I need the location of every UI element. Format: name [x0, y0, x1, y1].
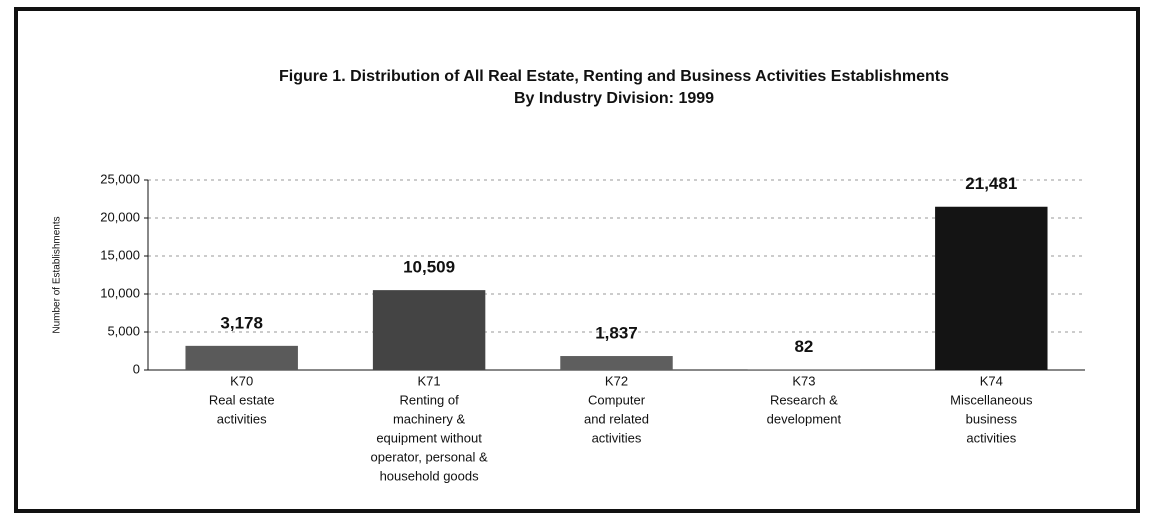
x-tick-label: Real estate — [209, 392, 275, 407]
chart-title: By Industry Division: 1999 — [514, 90, 714, 107]
x-tick-label: household goods — [380, 468, 480, 483]
y-axis-label: Number of Establishments — [52, 216, 63, 333]
bar — [747, 369, 861, 370]
bar — [560, 356, 673, 370]
y-tick-label: 15,000 — [100, 247, 140, 262]
x-tick-label: equipment without — [376, 430, 482, 445]
data-label: 82 — [794, 337, 813, 356]
x-tick-label: Computer — [588, 392, 646, 407]
data-label: 3,178 — [220, 313, 263, 332]
data-label: 1,837 — [595, 324, 638, 343]
bar — [935, 206, 1048, 370]
x-tick-label: business — [966, 411, 1018, 426]
x-tick-label: operator, personal & — [371, 449, 488, 464]
x-tick-label: Research & — [770, 392, 838, 407]
y-tick-label: 25,000 — [100, 171, 140, 186]
x-tick-label: activities — [966, 430, 1016, 445]
x-tick-label: K73 — [792, 373, 815, 388]
chart-frame — [14, 7, 1140, 513]
x-tick-label: machinery & — [393, 411, 466, 426]
x-tick-label: activities — [217, 411, 267, 426]
data-label: 10,509 — [403, 258, 455, 277]
x-tick-label: and related — [584, 411, 649, 426]
y-tick-label: 20,000 — [100, 209, 140, 224]
x-tick-label: activities — [592, 430, 642, 445]
x-tick-label: K70 — [230, 373, 253, 388]
bar — [372, 290, 486, 370]
x-tick-label: Renting of — [399, 392, 459, 407]
data-label: 21,481 — [965, 174, 1017, 193]
chart-title: Figure 1. Distribution of All Real Estat… — [279, 68, 949, 85]
x-tick-label: K74 — [980, 373, 1003, 388]
x-tick-label: K72 — [605, 373, 628, 388]
x-tick-label: development — [767, 411, 842, 426]
bar — [185, 345, 298, 370]
y-tick-label: 10,000 — [100, 285, 140, 300]
x-tick-label: Miscellaneous — [950, 392, 1033, 407]
y-tick-label: 0 — [133, 361, 140, 376]
x-tick-label: K71 — [418, 373, 441, 388]
y-tick-label: 5,000 — [107, 323, 140, 338]
